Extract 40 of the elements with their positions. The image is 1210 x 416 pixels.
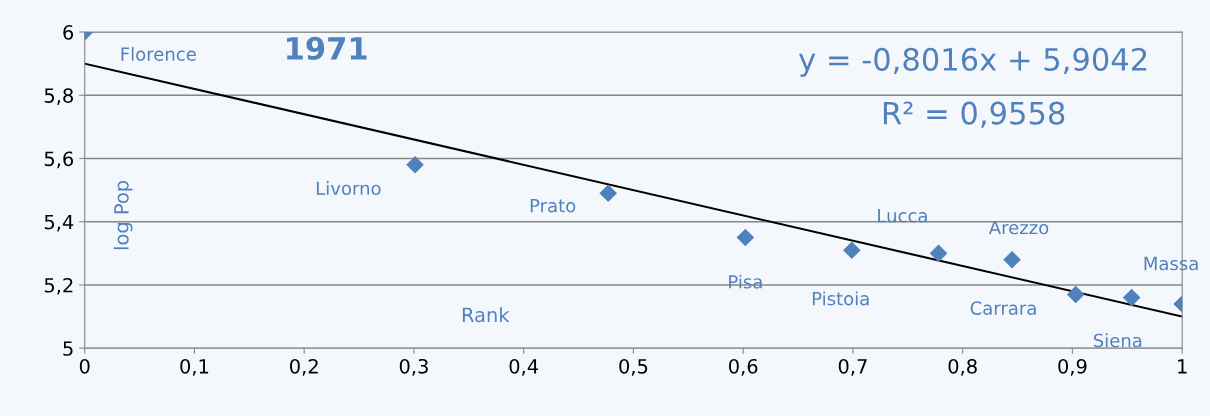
annotation: y = -0,8016x + 5,9042: [799, 47, 1147, 77]
point: [599, 184, 617, 203]
x-tick-label: 0,7: [838, 358, 867, 376]
point: [929, 244, 948, 263]
y-axis-title: log Pop: [113, 180, 133, 250]
x-tick-label: 0,9: [1058, 358, 1087, 376]
x-tick-label: 0,2: [290, 358, 318, 376]
x-tick-label: 0: [79, 358, 90, 374]
y-tick-label: 5,8: [44, 88, 73, 105]
x-tick-label: 1: [1178, 359, 1187, 374]
annotation: Siena: [1093, 333, 1142, 348]
annotation: Florence: [121, 46, 196, 61]
annotation: Livorno: [316, 181, 381, 196]
chart-title: 1971: [287, 36, 367, 60]
annotation: R² = 0,9558: [883, 101, 1065, 128]
x-tick-label: 0,4: [509, 358, 539, 376]
x-tick-label: 0,1: [180, 358, 209, 376]
annotation: Lucca: [878, 209, 927, 223]
annotation: Pistoia: [812, 291, 869, 306]
annotation: Arezzo: [988, 220, 1049, 235]
x-tick-label: 0,8: [948, 358, 977, 376]
x-tick-label: 0,3: [399, 358, 428, 376]
annotation: Massa: [1144, 256, 1198, 271]
y-tick-label: 5: [63, 341, 73, 356]
y-tick-label: 6: [63, 24, 74, 40]
annotation: Carrara: [970, 301, 1036, 315]
y-tick-label: 5,2: [44, 277, 73, 295]
annotation: Pisa: [729, 274, 762, 289]
point: [736, 228, 755, 247]
point: [1003, 250, 1021, 269]
x-tick-label: 0,6: [729, 358, 758, 376]
x-axis-title: Rank: [462, 307, 510, 323]
x-tick-label: 0,5: [619, 358, 648, 376]
y-tick-label: 5,6: [44, 151, 74, 169]
y-tick-label: 5,4: [44, 214, 74, 232]
annotation: Prato: [530, 198, 576, 213]
point: [1122, 288, 1141, 307]
point: [406, 156, 424, 174]
point: [1066, 285, 1085, 304]
point: [843, 241, 861, 259]
